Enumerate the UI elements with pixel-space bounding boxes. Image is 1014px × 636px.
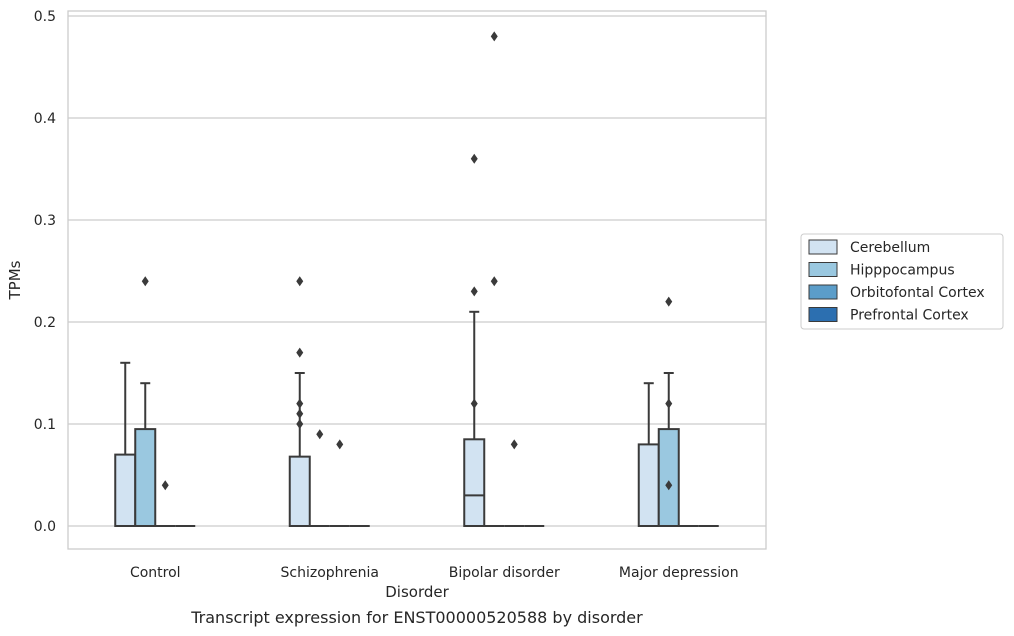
- box-0-1: [134, 276, 157, 528]
- box-1-2: [329, 439, 350, 527]
- plot-frame: [67, 10, 767, 550]
- box-3-0: [637, 382, 660, 527]
- outlier-4: [296, 419, 304, 429]
- box-0-2: [155, 480, 176, 527]
- legend-label-2: Orbitofontal Cortex: [850, 285, 985, 301]
- outlier-0: [470, 153, 478, 164]
- outlier-1: [470, 286, 478, 297]
- outlier-0: [296, 276, 304, 287]
- box-rect: [288, 455, 311, 528]
- legend: Cerebellum Hipppocampus Orbitofontal Corte…: [800, 233, 1004, 330]
- box-rect: [463, 438, 486, 527]
- outlier-2: [296, 398, 304, 409]
- box-1-0: [288, 276, 311, 528]
- outlier-1: [296, 347, 304, 358]
- box-rect: [134, 428, 157, 528]
- box-0-0: [114, 361, 137, 528]
- y-tick-label-0: 0.0: [34, 519, 56, 535]
- y-tick-label-1: 0.1: [34, 417, 56, 433]
- y-tick-label-4: 0.4: [34, 111, 56, 127]
- outlier-0: [161, 480, 169, 491]
- outlier-0: [510, 439, 518, 450]
- legend-label-1: Hipppocampus: [850, 263, 955, 279]
- outlier-0: [665, 296, 673, 307]
- legend-swatch-1: [808, 262, 838, 277]
- outlier-0: [490, 31, 498, 42]
- outlier-0: [336, 439, 344, 450]
- box-1-1: [309, 429, 330, 527]
- outlier-2: [470, 398, 478, 409]
- box-2-2: [504, 439, 525, 527]
- legend-label-0: Cerebellum: [850, 240, 930, 256]
- y-axis-ticks: 0.0 0.1 0.2 0.3 0.4 0.5: [34, 9, 56, 535]
- legend-swatch-2: [808, 284, 838, 300]
- y-axis-label: TPMs: [6, 260, 24, 300]
- chart-caption: Transcript expression for ENST0000052058…: [190, 608, 643, 627]
- box-plot-area: [114, 31, 719, 528]
- y-tick-label-2: 0.2: [34, 315, 56, 331]
- y-tick-label-3: 0.3: [34, 213, 56, 229]
- legend-swatch-0: [808, 239, 838, 255]
- legend-frame: [800, 233, 1004, 330]
- box-2-1: [484, 31, 505, 527]
- x-tick-label-3: Major depression: [619, 565, 739, 581]
- y-tick-label-5: 0.5: [34, 9, 56, 25]
- outlier-2: [665, 480, 673, 491]
- x-axis-label: Disorder: [385, 583, 449, 601]
- box-2-0: [463, 153, 486, 527]
- x-axis-ticks: Control Schizophrenia Bipolar disorder Majo…: [130, 565, 739, 581]
- x-tick-label-2: Bipolar disorder: [449, 565, 560, 581]
- box-3-1: [657, 296, 680, 528]
- outlier-0: [141, 276, 149, 287]
- outlier-3: [296, 408, 304, 419]
- box-rect: [114, 453, 137, 528]
- outlier-1: [665, 398, 673, 409]
- x-tick-label-1: Schizophrenia: [281, 565, 379, 581]
- legend-swatch-3: [808, 307, 838, 322]
- outlier-1: [490, 276, 498, 287]
- legend-label-3: Prefrontal Cortex: [850, 308, 969, 324]
- box-rect: [657, 428, 680, 528]
- x-tick-label-0: Control: [130, 565, 181, 581]
- outlier-0: [316, 429, 324, 440]
- box-rect: [637, 443, 660, 527]
